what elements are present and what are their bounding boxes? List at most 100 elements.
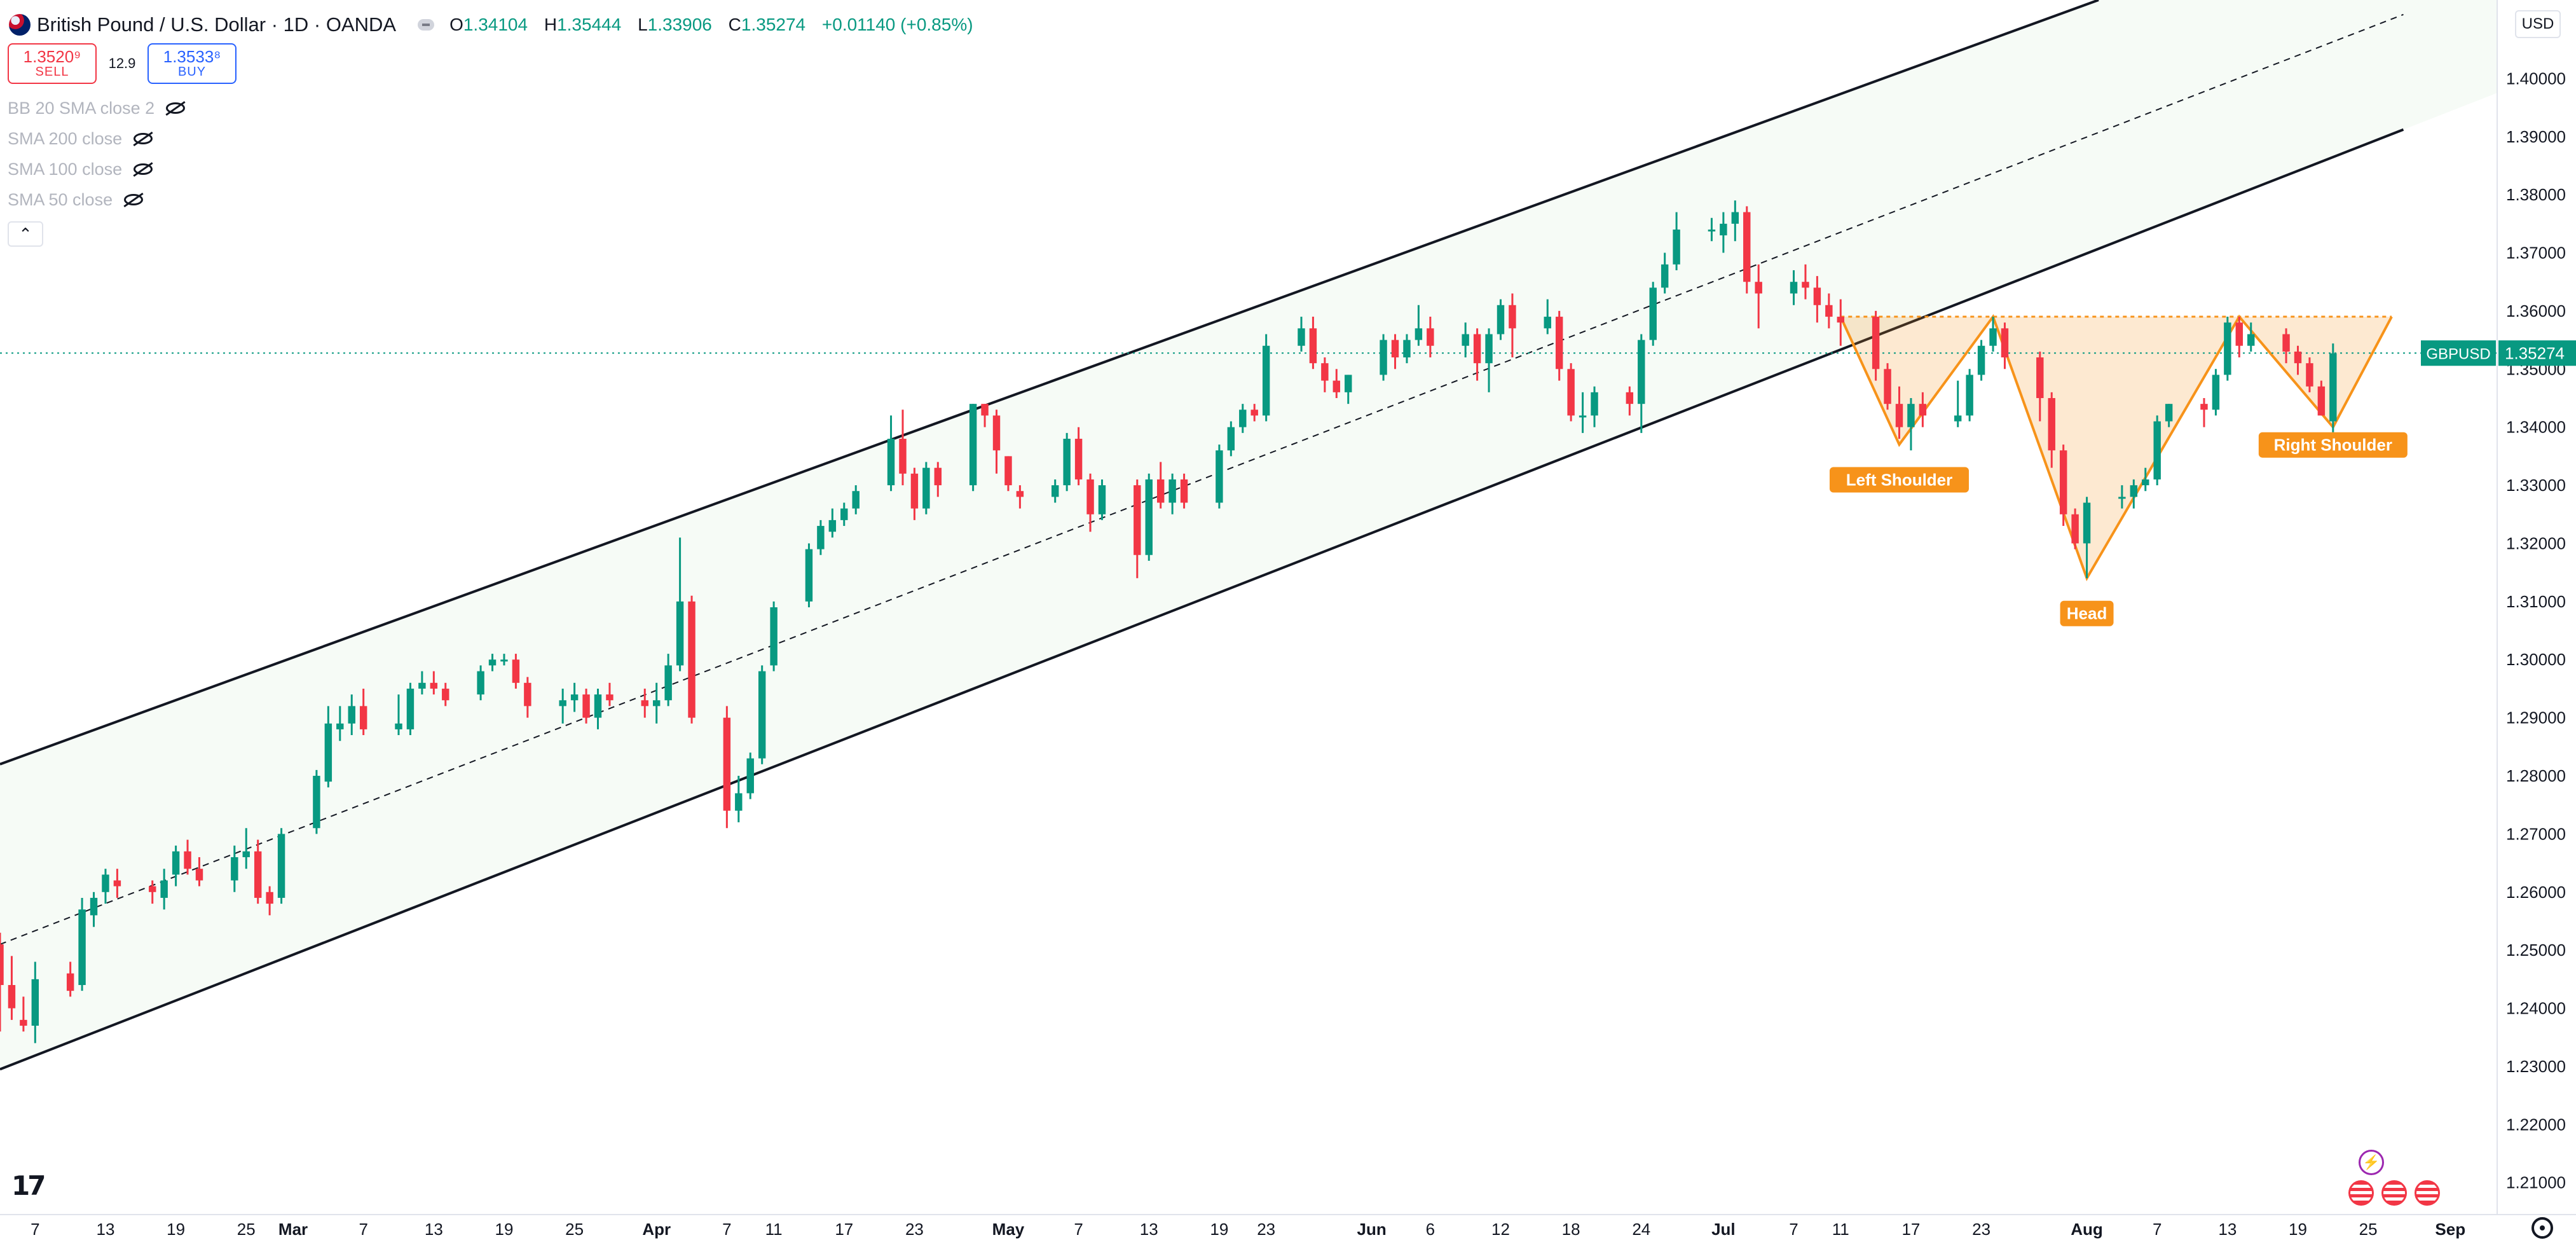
market-status-icon[interactable]: [418, 19, 435, 31]
candle[interactable]: [910, 467, 919, 520]
candle[interactable]: [2306, 357, 2313, 392]
candle[interactable]: [1086, 473, 1094, 532]
candle[interactable]: [2317, 380, 2326, 416]
candle[interactable]: [1661, 252, 1669, 294]
candle[interactable]: [1567, 363, 1575, 422]
candle[interactable]: [1485, 328, 1493, 392]
candle[interactable]: [570, 682, 579, 712]
candle-layer[interactable]: [0, 200, 2337, 1044]
candle[interactable]: [2212, 369, 2220, 416]
candle[interactable]: [1731, 200, 1739, 242]
us-flag-event-icon[interactable]: [2415, 1180, 2440, 1206]
gear-icon[interactable]: [2531, 1217, 2553, 1239]
candle[interactable]: [1134, 479, 1141, 579]
candle[interactable]: [1345, 375, 1352, 404]
candle[interactable]: [113, 869, 121, 898]
pattern-label[interactable]: Head: [2067, 604, 2107, 623]
candle[interactable]: [559, 688, 566, 724]
eye-hidden-icon[interactable]: [134, 163, 153, 175]
candle[interactable]: [1884, 363, 1891, 410]
candle[interactable]: [746, 752, 754, 799]
candle[interactable]: [817, 520, 825, 555]
candle[interactable]: [359, 688, 367, 736]
candle[interactable]: [2200, 398, 2208, 427]
candle[interactable]: [2224, 317, 2231, 381]
candle[interactable]: [992, 410, 1001, 474]
buy-button[interactable]: 1.3533⁸ BUY: [147, 43, 236, 84]
candle[interactable]: [828, 508, 837, 538]
candle[interactable]: [652, 682, 661, 724]
candle[interactable]: [313, 769, 320, 834]
candle[interactable]: [1074, 427, 1083, 486]
us-flag-event-icon[interactable]: [2348, 1180, 2374, 1206]
candle[interactable]: [1227, 421, 1235, 457]
candle[interactable]: [324, 706, 332, 788]
candle[interactable]: [606, 682, 613, 706]
candle[interactable]: [231, 845, 238, 892]
eye-hidden-icon[interactable]: [134, 133, 153, 144]
candle[interactable]: [102, 869, 109, 904]
candle[interactable]: [735, 776, 743, 823]
candle[interactable]: [1427, 317, 1434, 358]
indicator-bb[interactable]: BB 20 SMA close 2: [8, 93, 186, 123]
sell-button[interactable]: 1.3520⁹ SELL: [8, 43, 97, 84]
candle[interactable]: [1216, 444, 1223, 509]
candle[interactable]: [1544, 299, 1551, 334]
candle[interactable]: [78, 897, 86, 991]
candle[interactable]: [1977, 340, 1985, 381]
time-axis[interactable]: 7 13 19 25 Mar 7 13 19 25 Apr 7 11 17 23 May 7 13 19 23 Jun…: [0, 1214, 2576, 1239]
candle[interactable]: [1063, 432, 1071, 492]
candle[interactable]: [664, 654, 672, 706]
candle[interactable]: [1168, 473, 1176, 514]
candle[interactable]: [899, 410, 907, 486]
candle[interactable]: [1509, 293, 1516, 358]
candle[interactable]: [160, 869, 168, 910]
candle[interactable]: [1720, 212, 1727, 253]
candle[interactable]: [2048, 392, 2055, 468]
candle[interactable]: [266, 886, 273, 916]
candle[interactable]: [277, 828, 285, 904]
candle[interactable]: [512, 654, 520, 689]
candle[interactable]: [348, 694, 355, 736]
candle[interactable]: [430, 671, 438, 695]
candle[interactable]: [20, 996, 27, 1032]
candle[interactable]: [1333, 369, 1341, 399]
candle[interactable]: [1403, 334, 1411, 364]
candle[interactable]: [1579, 392, 1587, 433]
candle[interactable]: [395, 694, 402, 736]
candle[interactable]: [477, 665, 484, 701]
candle[interactable]: [1473, 328, 1481, 381]
eye-hidden-icon[interactable]: [124, 194, 144, 205]
pattern-label[interactable]: Right Shoulder: [2274, 436, 2392, 455]
candle[interactable]: [66, 961, 74, 997]
candle[interactable]: [418, 671, 426, 695]
candle[interactable]: [1743, 206, 1751, 294]
us-flag-event-icon[interactable]: [2381, 1180, 2407, 1206]
candle[interactable]: [2235, 317, 2244, 358]
candle[interactable]: [582, 688, 590, 724]
candle[interactable]: [1872, 310, 1880, 381]
candle[interactable]: [524, 677, 531, 718]
candle[interactable]: [1462, 322, 1469, 358]
candle[interactable]: [1755, 264, 1762, 329]
candle[interactable]: [1966, 369, 1973, 422]
candle[interactable]: [981, 404, 989, 427]
indicator-sma-50[interactable]: SMA 50 close: [8, 184, 185, 215]
channel-middle-line[interactable]: [0, 13, 2404, 945]
candle[interactable]: [688, 595, 695, 724]
candle[interactable]: [1497, 299, 1505, 340]
candle[interactable]: [1954, 380, 1962, 427]
candle[interactable]: [1895, 386, 1903, 439]
candle[interactable]: [2247, 322, 2255, 352]
candle[interactable]: [922, 462, 930, 514]
candle[interactable]: [2130, 479, 2138, 509]
candle[interactable]: [1638, 334, 1645, 433]
candle[interactable]: [1626, 386, 1634, 416]
candle[interactable]: [242, 828, 250, 869]
candle[interactable]: [852, 485, 860, 514]
candle[interactable]: [1919, 392, 1927, 427]
candle[interactable]: [1415, 305, 1423, 346]
candle[interactable]: [2059, 444, 2067, 527]
candle[interactable]: [969, 404, 977, 492]
